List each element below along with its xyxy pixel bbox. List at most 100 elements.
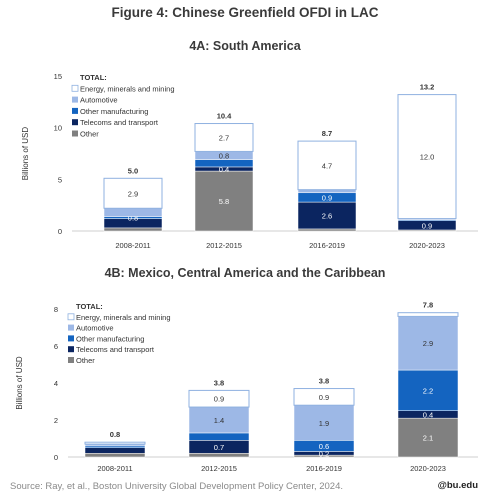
legend-swatch-automotive [72,96,78,103]
x-tick-label: 2016-2019 [306,464,342,473]
chart-4a-south-america: 4A: South America 0 5 10 15 Billions of USD 0.… [21,39,478,250]
bar-segment [194,159,254,168]
legend-label-energy-minerals-and-mining: Energy, minerals and mining [76,313,171,322]
x-tick-label: 2008-2011 [97,464,132,473]
data-label: 0.8 [219,152,229,161]
bar-segment [103,227,163,232]
y-tick-label: 0 [54,453,58,462]
legend-label-automotive: Automotive [76,324,114,333]
legend-swatch-other [72,130,78,137]
bar-segment [397,94,457,220]
legend-swatch-telecoms-and-transport [68,346,74,353]
bar-segment [84,441,146,445]
legend-label-automotive: Automotive [80,96,118,105]
legend-label-energy-minerals-and-mining: Energy, minerals and mining [80,84,175,93]
total-label: 0.8 [110,430,120,439]
legend-title: TOTAL: [80,73,107,82]
bar-segment [293,404,355,441]
legend-title: TOTAL: [76,302,103,311]
data-label: 12.0 [420,153,435,162]
chart-title: 4A: South America [189,39,301,53]
y-tick-label: 2 [54,416,58,425]
y-tick-label: 6 [54,342,58,351]
brand-handle: @bu.edu [437,480,478,491]
bar-segment [188,453,250,458]
bar-segment [297,201,357,230]
data-label: 0.6 [319,442,329,451]
legend-swatch-other-manufacturing [72,107,78,114]
bar-segment [84,445,146,448]
bar-segment [188,432,250,441]
data-label: 0.9 [319,393,329,402]
bar-segment [84,447,146,454]
x-tick-label: 2012-2015 [201,464,237,473]
data-label: 5.8 [219,197,229,206]
legend-swatch-telecoms-and-transport [72,119,78,126]
data-label: 0.9 [322,193,332,202]
y-tick-label: 0 [58,227,62,236]
chart-title: 4B: Mexico, Central America and the Cari… [105,266,386,280]
legend-label-other: Other [76,356,95,365]
x-tick-label: 2016-2019 [309,241,345,250]
legend-swatch-other [68,357,74,363]
legend-swatch-other-manufacturing [68,335,74,342]
x-tick-label: 2020-2023 [410,464,446,473]
y-tick-label: 8 [54,305,58,314]
bar-segment [103,177,163,209]
y-tick-label: 15 [54,72,62,81]
data-label: 0.9 [214,395,224,404]
legend-label-other: Other [80,130,99,139]
bar-segment [188,389,250,408]
bar-segment [397,312,459,317]
y-axis-title: Billions of USD [21,127,30,181]
total-label: 8.7 [322,129,332,138]
figure-title: Figure 4: Chinese Greenfield OFDI in LAC [111,5,379,20]
data-label: 2.1 [423,434,433,443]
bar-segment [103,208,163,217]
x-tick-label: 2012-2015 [206,241,242,250]
y-tick-label: 5 [58,175,62,184]
data-label: 0.7 [214,443,224,452]
bar-segment [188,406,250,434]
data-label: 4.7 [322,161,332,170]
legend-swatch-energy-minerals-and-mining [67,313,75,321]
legend-label-other-manufacturing: Other manufacturing [76,334,144,343]
total-label: 7.8 [423,301,433,310]
bar-segment [194,170,254,232]
legend-label-other-manufacturing: Other manufacturing [80,107,148,116]
legend-swatch-energy-minerals-and-mining [71,84,79,92]
x-tick-label: 2020-2023 [409,241,445,250]
bar-segment [297,228,357,232]
bar-segment [397,316,459,371]
bar-segment [397,369,459,412]
data-label: 0.9 [422,221,432,230]
data-label: 2.9 [128,189,138,198]
source-note: Source: Ray, et al., Boston University G… [10,481,344,492]
data-label: 1.4 [214,416,224,425]
legend-swatch-automotive [68,324,74,331]
y-axis-title: Billions of USD [15,356,24,410]
x-tick-label: 2008-2011 [115,241,150,250]
total-label: 3.8 [319,377,329,386]
bar-segment [84,453,146,458]
data-label: 2.6 [322,212,332,221]
data-label: 2.7 [219,133,229,142]
bar-segment [194,123,254,152]
total-label: 10.4 [217,112,232,121]
data-label: 2.2 [423,386,433,395]
bar-segment [397,417,459,458]
data-label: 0.4 [219,165,229,174]
total-label: 3.8 [214,378,224,387]
data-label: 1.9 [319,419,329,428]
data-label: 0.2 [319,449,329,458]
chart-4b-mexico-central-america-caribbean: 4B: Mexico, Central America and the Cari… [15,266,478,473]
legend-label-telecoms-and-transport: Telecoms and transport [80,118,159,127]
data-label: 0.8 [128,214,138,223]
data-label: 0.4 [423,410,433,419]
bar-segment [297,140,357,191]
bar-segment [293,388,355,406]
data-label: 2.9 [423,339,433,348]
y-tick-label: 10 [54,124,62,133]
total-label: 13.2 [420,83,435,92]
y-tick-label: 4 [54,379,58,388]
